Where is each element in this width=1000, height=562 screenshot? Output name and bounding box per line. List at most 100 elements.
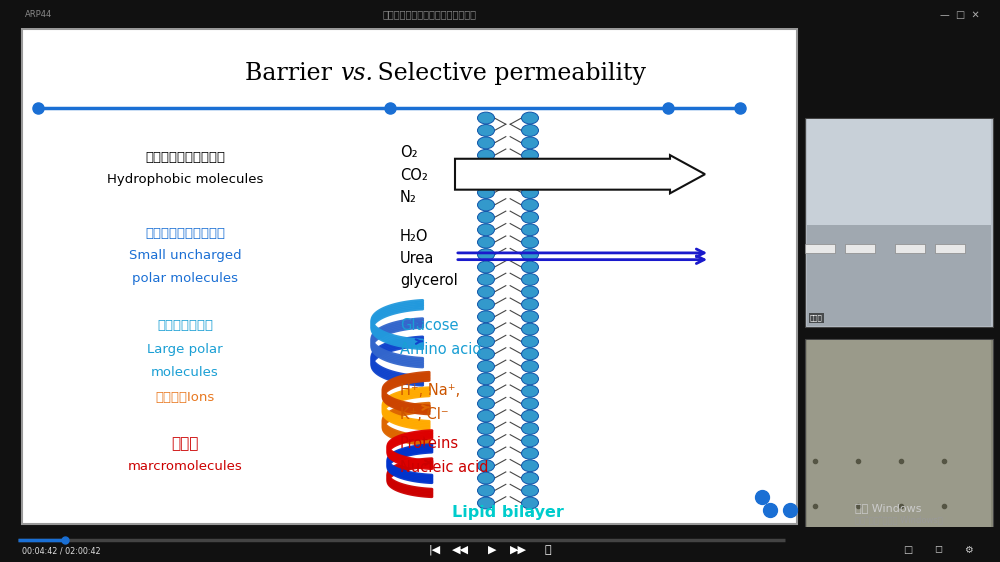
Ellipse shape (478, 187, 494, 198)
Ellipse shape (522, 435, 538, 447)
Text: 亲脂性（非极性）分子: 亲脂性（非极性）分子 (145, 151, 225, 164)
FancyBboxPatch shape (935, 244, 965, 253)
Text: N₂: N₂ (400, 191, 417, 205)
Ellipse shape (478, 261, 494, 273)
Text: Urea: Urea (400, 251, 434, 266)
FancyArrow shape (455, 155, 705, 193)
Text: ▶▶: ▶▶ (510, 545, 526, 555)
FancyBboxPatch shape (0, 527, 1000, 562)
Text: Amino acid: Amino acid (400, 342, 482, 357)
Text: 00:04:42 / 02:00:42: 00:04:42 / 02:00:42 (22, 546, 101, 555)
FancyBboxPatch shape (22, 29, 797, 524)
Ellipse shape (522, 423, 538, 434)
Ellipse shape (478, 112, 494, 124)
Text: 不带电荷的极性小分子: 不带电荷的极性小分子 (145, 226, 225, 240)
Text: Barrier: Barrier (245, 62, 340, 84)
Ellipse shape (522, 348, 538, 360)
Ellipse shape (478, 447, 494, 459)
Ellipse shape (522, 199, 538, 211)
Ellipse shape (522, 286, 538, 298)
Ellipse shape (478, 460, 494, 472)
Text: 较大的极性分子: 较大的极性分子 (157, 319, 213, 333)
Ellipse shape (478, 149, 494, 161)
Ellipse shape (478, 373, 494, 385)
Ellipse shape (478, 298, 494, 310)
FancyBboxPatch shape (805, 244, 835, 253)
Text: CO₂: CO₂ (400, 168, 428, 183)
Ellipse shape (478, 472, 494, 484)
Ellipse shape (522, 274, 538, 285)
Text: Hydrophobic molecules: Hydrophobic molecules (107, 173, 263, 187)
Ellipse shape (478, 224, 494, 235)
Ellipse shape (522, 162, 538, 174)
Ellipse shape (478, 199, 494, 211)
Ellipse shape (478, 174, 494, 186)
Text: Proteins: Proteins (400, 437, 459, 451)
Text: 林磊萍: 林磊萍 (810, 315, 823, 321)
Text: Glucose: Glucose (400, 319, 458, 333)
Ellipse shape (478, 484, 494, 496)
FancyBboxPatch shape (895, 244, 925, 253)
Text: polar molecules: polar molecules (132, 271, 238, 285)
Ellipse shape (478, 211, 494, 223)
Text: 🔊: 🔊 (545, 545, 551, 555)
Ellipse shape (478, 323, 494, 335)
Ellipse shape (478, 410, 494, 422)
Text: Large polar: Large polar (147, 343, 223, 356)
FancyBboxPatch shape (0, 0, 1000, 28)
Ellipse shape (522, 410, 538, 422)
Text: molecules: molecules (151, 365, 219, 379)
Text: □: □ (903, 545, 913, 555)
Ellipse shape (478, 360, 494, 372)
Ellipse shape (522, 125, 538, 137)
Text: 徐美克: 徐美克 (810, 537, 823, 543)
Ellipse shape (478, 274, 494, 285)
Ellipse shape (522, 249, 538, 261)
Ellipse shape (478, 423, 494, 434)
Text: ARP44: ARP44 (25, 10, 52, 19)
Ellipse shape (522, 447, 538, 459)
Text: Lipid bilayer: Lipid bilayer (452, 505, 564, 520)
Text: 转到"设置"以激活 Windows。: 转到"设置"以激活 Windows。 (855, 515, 943, 524)
Text: 激活 Windows: 激活 Windows (855, 503, 922, 513)
Ellipse shape (522, 398, 538, 410)
Ellipse shape (478, 336, 494, 347)
Ellipse shape (522, 336, 538, 347)
Ellipse shape (522, 187, 538, 198)
FancyBboxPatch shape (807, 119, 991, 326)
Ellipse shape (522, 386, 538, 397)
Text: ◀◀: ◀◀ (452, 545, 468, 555)
Text: |◀: |◀ (429, 545, 441, 555)
Ellipse shape (478, 386, 494, 397)
Ellipse shape (478, 286, 494, 298)
Ellipse shape (478, 497, 494, 509)
Ellipse shape (522, 323, 538, 335)
Text: ▶: ▶ (488, 545, 496, 555)
Ellipse shape (522, 497, 538, 509)
Text: K⁺, Cl⁻: K⁺, Cl⁻ (400, 407, 449, 422)
Ellipse shape (522, 484, 538, 496)
Text: ⚙: ⚙ (964, 545, 972, 555)
Text: ◻: ◻ (934, 545, 942, 555)
Text: H₂O: H₂O (400, 229, 428, 243)
Ellipse shape (522, 460, 538, 472)
Ellipse shape (522, 112, 538, 124)
Ellipse shape (478, 125, 494, 137)
Ellipse shape (522, 149, 538, 161)
FancyBboxPatch shape (807, 225, 991, 326)
Ellipse shape (522, 311, 538, 323)
Ellipse shape (522, 373, 538, 385)
FancyBboxPatch shape (845, 244, 875, 253)
Ellipse shape (522, 224, 538, 235)
Text: 带电离子Ions: 带电离子Ions (155, 391, 215, 404)
Ellipse shape (478, 236, 494, 248)
Ellipse shape (478, 398, 494, 410)
Ellipse shape (478, 348, 494, 360)
Ellipse shape (522, 137, 538, 149)
FancyBboxPatch shape (805, 118, 993, 327)
Ellipse shape (478, 311, 494, 323)
Text: 云端课堂助力我校临床医学教育深度: 云端课堂助力我校临床医学教育深度 (383, 10, 477, 20)
Ellipse shape (522, 360, 538, 372)
Text: —  □  ✕: — □ ✕ (940, 10, 980, 20)
Text: O₂: O₂ (400, 146, 418, 160)
